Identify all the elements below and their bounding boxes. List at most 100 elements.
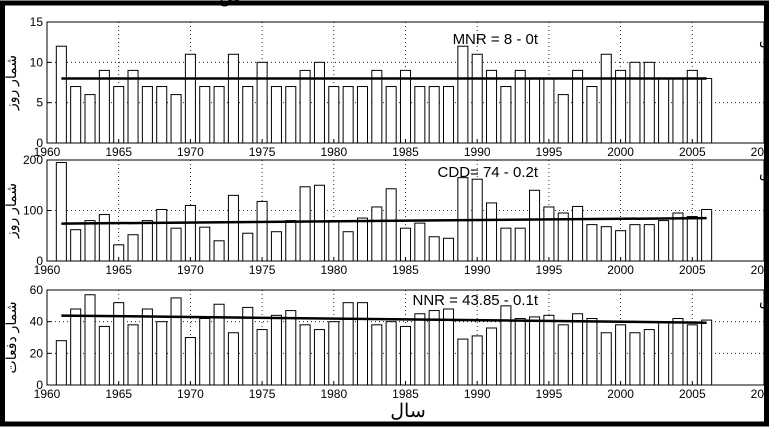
bar [285,310,297,386]
x-axis-label: سال [390,401,426,422]
bar [701,77,713,144]
bar [672,318,684,386]
bar [443,308,455,386]
bar [643,329,655,386]
bar [385,188,397,262]
y-axis-label: شمار روز [3,55,20,111]
bar [328,321,340,386]
bar [342,302,354,386]
bar [127,234,139,262]
bar [658,77,670,144]
x-tick-label: 1990 [464,387,491,401]
x-tick-label: 1985 [392,387,419,401]
bar [486,202,498,262]
bar [55,45,67,144]
bar [270,231,282,262]
x-tick-label: 2010 [751,145,769,159]
bar [557,212,569,262]
x-tick-label: 2005 [679,387,706,401]
bar [514,227,526,262]
x-tick-label: 1985 [392,263,419,277]
bar [428,86,440,144]
bar [184,53,196,144]
panel-title: الف) متوسط تداوم روزهای بدون بارش [759,31,769,48]
bar [356,217,368,262]
bar [500,305,512,386]
bar [615,230,627,262]
bar [313,61,325,144]
bar [514,318,526,386]
y-tick-label: 100 [23,204,43,218]
panel-title: ب) بیشینه روزهای بدون بارش [759,164,769,181]
bar [486,69,498,144]
bar [414,86,426,144]
bar [213,303,225,386]
bar [55,340,67,386]
x-tick-label: 1995 [536,387,563,401]
y-tick-label: 5 [36,96,43,110]
x-tick-label: 2000 [607,145,634,159]
bar [328,86,340,144]
y-tick-label: 10 [30,55,44,69]
x-tick-label: 2000 [607,387,634,401]
x-tick-label: 1980 [320,387,347,401]
x-tick-label: 1990 [464,145,491,159]
bar [199,86,211,144]
bar [643,224,655,262]
bar [586,86,598,144]
bar [141,86,153,144]
y-tick-label: 40 [30,315,44,329]
x-tick-label: 2005 [679,145,706,159]
bar [371,206,383,262]
bar [371,324,383,386]
bar [457,45,469,144]
x-tick-label: 1965 [105,263,132,277]
bar [658,321,670,386]
y-tick-label: 0 [36,254,43,268]
x-tick-label: 1975 [249,263,276,277]
bar [70,308,82,386]
bar [256,61,268,144]
bar [342,86,354,144]
bar [414,222,426,262]
bar [242,86,254,144]
bar [414,313,426,386]
bar [529,77,541,144]
bar [84,94,96,144]
bar [557,324,569,386]
bar [84,294,96,386]
bar [256,200,268,262]
bar [328,220,340,262]
x-tick-label: 1960 [34,387,61,401]
bar [672,212,684,262]
bar [213,240,225,262]
x-tick-label: 1975 [249,145,276,159]
chart-panel-3: 0 20 40 60 1960 1965 1970 1975 1980 1985 1990 1995 2… [3,283,769,401]
x-tick-label: 1995 [536,145,563,159]
bar [629,332,641,386]
x-tick-label: 1980 [320,263,347,277]
y-tick-label: 20 [30,346,44,360]
x-tick-label: 1980 [320,145,347,159]
bar [170,227,182,262]
bar [586,318,598,386]
bar [156,208,168,262]
bar [98,69,110,144]
bar [629,224,641,262]
trend-line [61,216,707,225]
panel-equation: NNR = 43.85 - 0.1t [413,292,539,309]
bar [285,220,297,262]
x-tick-label: 1995 [536,263,563,277]
bar [70,229,82,262]
x-tick-label: 2010 [751,263,769,277]
bar [285,86,297,144]
bar [199,226,211,262]
bar [98,325,110,386]
bar [113,86,125,144]
bar [457,338,469,386]
bar [84,220,96,262]
bar [141,220,153,262]
y-axis-label: شمار دفعات [3,302,20,374]
y-tick-label: 15 [30,15,44,29]
